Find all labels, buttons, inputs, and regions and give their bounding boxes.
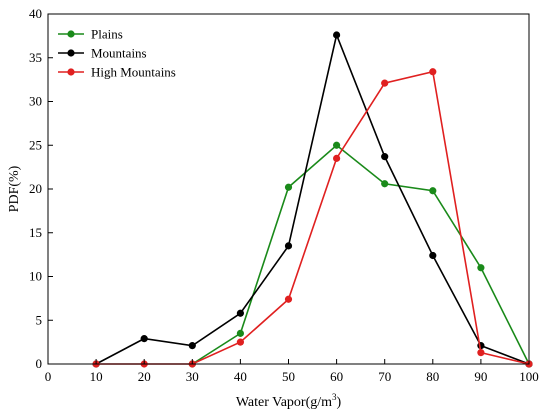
- x-tick-label: 0: [45, 369, 52, 384]
- x-tick-label: 10: [90, 369, 103, 384]
- x-tick-label: 80: [426, 369, 439, 384]
- y-tick-label: 10: [29, 269, 42, 284]
- y-tick-label: 40: [29, 6, 42, 21]
- legend: Plains Mountains High Mountains: [58, 27, 176, 80]
- data-point: [140, 335, 148, 343]
- y-tick-label: 35: [29, 50, 42, 65]
- y-tick-label: 0: [36, 356, 43, 371]
- data-point: [381, 79, 389, 87]
- ticks-layer: 0 10 20 30 40 50 60 70 80 90 100 0 5 10 15 20 25 30 35 40: [29, 6, 539, 384]
- y-tick-label: 25: [29, 137, 42, 152]
- legend-label: High Mountains: [91, 65, 176, 80]
- data-point: [333, 141, 341, 149]
- data-point: [429, 251, 437, 260]
- x-axis-label: Water Vapor(g/m3): [236, 392, 342, 410]
- x-tick-label: 40: [234, 369, 247, 384]
- y-axis-label: PDF(%): [7, 165, 22, 212]
- x-tick-label: 90: [474, 369, 487, 384]
- legend-label: Mountains: [91, 46, 147, 61]
- x-tick-label: 70: [378, 369, 391, 384]
- data-point: [333, 31, 341, 39]
- y-tick-label: 5: [36, 312, 43, 327]
- legend-marker: [67, 49, 75, 57]
- legend-marker: [67, 68, 75, 76]
- legend-item: Mountains: [58, 46, 147, 61]
- x-tick-label: 50: [282, 369, 295, 384]
- data-point: [236, 338, 244, 346]
- data-point: [381, 153, 389, 161]
- legend-marker: [67, 30, 75, 38]
- data-point: [477, 264, 485, 272]
- y-tick-label: 20: [29, 181, 42, 196]
- x-axis-label-main: Water Vapor(g/m: [236, 395, 332, 410]
- series-line: [191, 144, 530, 365]
- legend-item: Plains: [58, 27, 123, 42]
- series-mountains: [92, 31, 533, 368]
- data-point: [284, 295, 293, 303]
- data-point: [429, 68, 437, 76]
- data-point: [236, 309, 244, 317]
- x-tick-label: 20: [138, 369, 151, 384]
- x-axis-label-superscript: 3: [332, 392, 337, 402]
- data-point: [284, 183, 293, 191]
- x-tick-label: 100: [519, 369, 539, 384]
- x-axis-label-close: ): [337, 395, 342, 410]
- legend-label: Plains: [91, 27, 123, 42]
- series-line: [96, 70, 530, 365]
- series-line: [95, 32, 530, 365]
- data-point: [188, 342, 196, 350]
- legend-item: High Mountains: [58, 65, 176, 80]
- y-tick-label: 15: [29, 225, 42, 240]
- data-point: [236, 329, 244, 337]
- data-point: [429, 187, 437, 195]
- data-point: [477, 349, 485, 357]
- data-point: [333, 154, 341, 162]
- data-point: [381, 180, 389, 188]
- y-tick-label: 30: [29, 94, 42, 109]
- x-tick-label: 60: [330, 369, 343, 384]
- series-high-mountains: [92, 68, 533, 368]
- series-layer: [92, 31, 533, 368]
- data-point: [284, 242, 293, 250]
- x-tick-label: 30: [186, 369, 199, 384]
- series-plains: [188, 141, 533, 368]
